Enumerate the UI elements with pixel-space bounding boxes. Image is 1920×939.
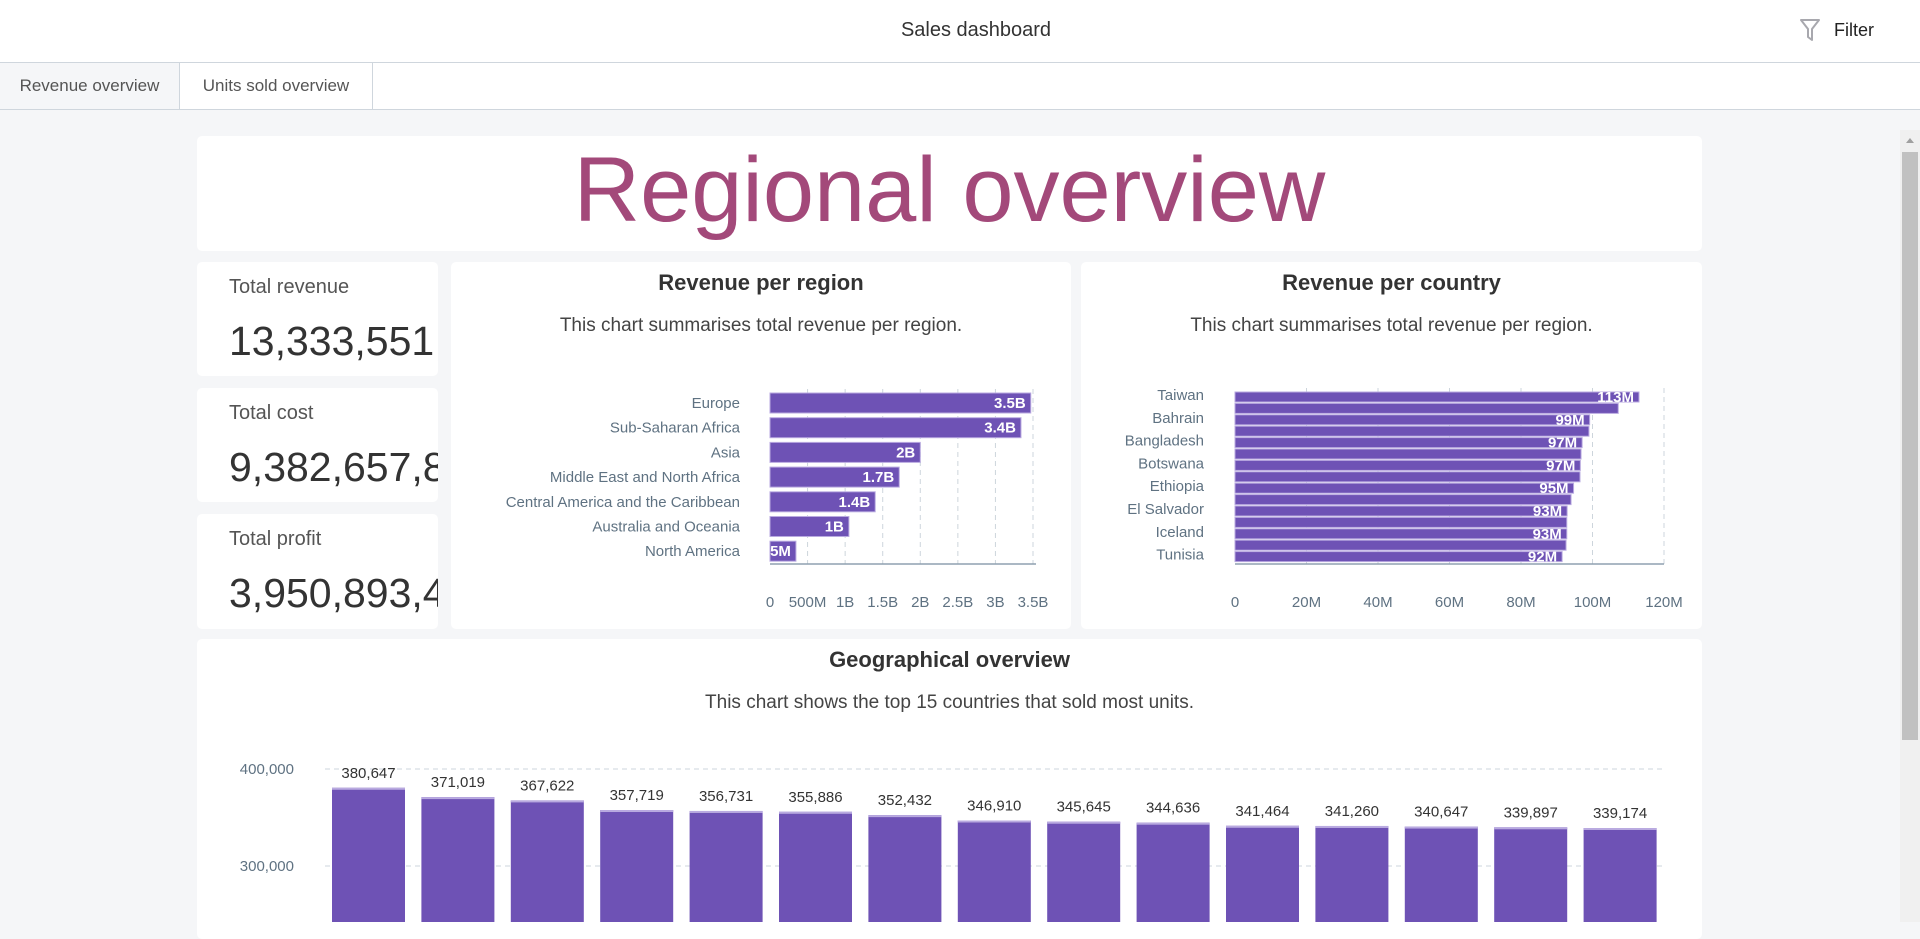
filter-label: Filter — [1834, 19, 1874, 40]
tab-units-sold-overview[interactable]: Units sold overview — [179, 63, 373, 109]
kpi-value: 3,950,893,4 — [229, 570, 438, 616]
scroll-up-arrow-icon[interactable] — [1906, 138, 1914, 143]
funnel-icon — [1800, 19, 1820, 41]
kpi-card-total-cost: Total cost 9,382,657,8 — [197, 388, 438, 502]
chart-subtitle: This chart shows the top 15 countries th… — [705, 692, 1194, 713]
app-title: Sales dashboard — [900, 19, 1052, 41]
filter-button[interactable]: Filter — [1800, 18, 1874, 42]
kpi-card-total-revenue: Total revenue 13,333,551,3 — [197, 262, 438, 376]
tab-bar: Revenue overview Units sold overview — [0, 63, 1920, 110]
scrollbar-thumb[interactable] — [1902, 152, 1918, 740]
revenue-per-country-card: Revenue per country This chart summarise… — [1081, 262, 1702, 629]
kpi-label: Total revenue — [229, 276, 350, 298]
tab-revenue-overview[interactable]: Revenue overview — [0, 63, 179, 109]
page-title: Regional overview — [573, 139, 1326, 241]
geographical-overview-card: Geographical overview This chart shows t… — [197, 639, 1702, 939]
revenue-per-region-card: Revenue per region This chart summarises… — [451, 262, 1071, 629]
chart-title: Revenue per region — [658, 270, 864, 295]
vertical-scrollbar[interactable] — [1900, 130, 1920, 922]
kpi-card-total-profit: Total profit 3,950,893,4 — [197, 514, 438, 629]
kpi-value: 9,382,657,8 — [229, 444, 438, 490]
chart-title: Revenue per country — [1282, 270, 1501, 295]
app-header: Sales dashboard Filter — [0, 0, 1920, 63]
kpi-value: 13,333,551,3 — [229, 318, 438, 364]
chart-subtitle: This chart summarises total revenue per … — [559, 315, 963, 336]
title-card: Regional overview — [197, 136, 1702, 251]
kpi-label: Total profit — [229, 528, 322, 550]
kpi-label: Total cost — [229, 402, 314, 424]
chart-title: Geographical overview — [829, 647, 1070, 672]
chart-subtitle: This chart summarises total revenue per … — [1190, 315, 1593, 336]
